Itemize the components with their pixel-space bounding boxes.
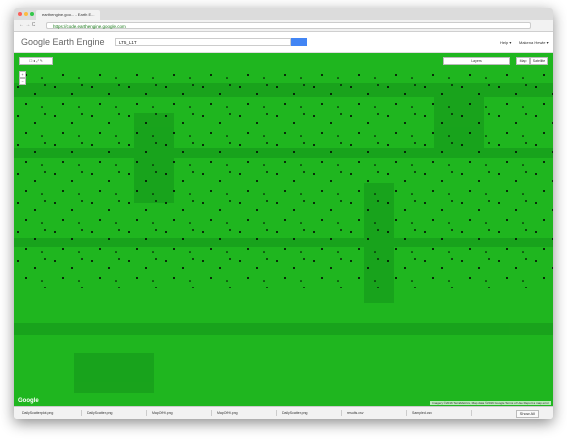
map-type-button[interactable]: Map [516, 57, 530, 65]
download-item[interactable]: results.csv [343, 410, 407, 416]
search-button[interactable] [291, 38, 307, 46]
zoom-in[interactable]: + [19, 71, 26, 78]
app-logo: Google Earth Engine [21, 37, 105, 47]
satellite-type-button[interactable]: Satellite [530, 57, 548, 65]
map-attribution: Imagery ©2016 TerraMetrics, Map data ©20… [430, 401, 551, 405]
download-item[interactable]: DailyScatterplot.png [18, 410, 82, 416]
tab-bar: earthengine.goo... - Earth E... [14, 8, 553, 20]
download-item[interactable]: MapOfHi.png [148, 410, 212, 416]
help-menu[interactable]: Help ▾ [500, 40, 512, 45]
download-item[interactable]: DailyScatter.png [278, 410, 342, 416]
point-markers [14, 68, 553, 288]
show-all-button[interactable]: Show All [515, 410, 539, 418]
user-menu[interactable]: Makena Hewle ▾ [519, 40, 549, 45]
download-item[interactable]: Sampled.csv [408, 410, 472, 416]
download-item[interactable]: DailyScatter.png [83, 410, 147, 416]
search-box[interactable]: LT5_L1T [115, 38, 291, 46]
downloads-bar: DailyScatterplot.png DailyScatter.png Ma… [14, 406, 553, 419]
url-field[interactable]: https://code.earthengine.google.com [46, 22, 531, 29]
app-header: Google Earth Engine LT5_L1T Help ▾ Maken… [14, 32, 553, 53]
zoom-out[interactable]: − [19, 78, 26, 85]
download-item[interactable]: MapOfHi.png [213, 410, 277, 416]
layers-button[interactable]: Layers [443, 57, 510, 65]
drawing-tools[interactable]: ☐ ♦ ⤢ ✎ [19, 57, 53, 65]
map-view[interactable]: ☐ ♦ ⤢ ✎ + − Layers Map Satellite Google … [14, 53, 553, 406]
browser-tab[interactable]: earthengine.goo... - Earth E... [36, 10, 100, 20]
browser-window: earthengine.goo... - Earth E... ← → C ht… [14, 8, 553, 419]
google-logo: Google [18, 398, 39, 404]
map-canvas [14, 53, 553, 406]
nav-buttons[interactable]: ← → C [19, 22, 36, 28]
address-bar: ← → C https://code.earthengine.google.co… [14, 20, 553, 32]
